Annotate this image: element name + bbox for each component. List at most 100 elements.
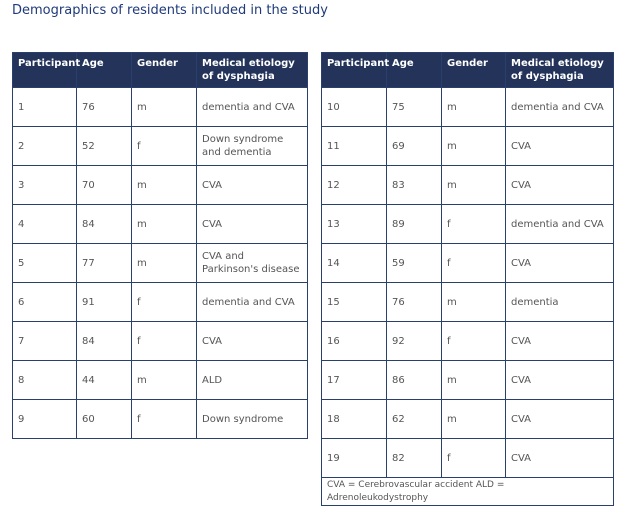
- table-row: 15 76 m dementia: [321, 282, 614, 322]
- table-cell: 77: [76, 243, 132, 283]
- table-cell: m: [131, 360, 197, 400]
- table-cell: CVA: [505, 243, 614, 283]
- table-cell: f: [441, 438, 506, 478]
- table-cell: CVA: [505, 321, 614, 361]
- table-cell: CVA: [196, 204, 308, 244]
- data-table: Participant Age Gender Medical etiology of …: [12, 52, 308, 439]
- footnote-row: CVA = Cerebrovascular accident ALD = Adr…: [321, 477, 614, 506]
- footnote: CVA = Cerebrovascular accident ALD = Adr…: [321, 477, 614, 506]
- table-cell: 10: [321, 87, 387, 127]
- table-cell: 89: [386, 204, 442, 244]
- table-cell: 76: [76, 87, 132, 127]
- table-cell: m: [131, 165, 197, 205]
- table-cell: 60: [76, 399, 132, 439]
- table-row: 18 62 m CVA: [321, 399, 614, 439]
- table-cell: 2: [12, 126, 77, 166]
- table-row: 19 82 f CVA: [321, 438, 614, 478]
- table-cell: 12: [321, 165, 387, 205]
- table-cell: f: [441, 243, 506, 283]
- table-cell: 14: [321, 243, 387, 283]
- table-cell: 5: [12, 243, 77, 283]
- table-cell: 92: [386, 321, 442, 361]
- table-cell: f: [441, 321, 506, 361]
- table-row: 7 84 f CVA: [12, 321, 308, 361]
- table-cell: 59: [386, 243, 442, 283]
- table-cell: 75: [386, 87, 442, 127]
- table-row: 1 76 m dementia and CVA: [12, 87, 308, 127]
- table-cell: 86: [386, 360, 442, 400]
- table-cell: 9: [12, 399, 77, 439]
- table-cell: Down syndrome and dementia: [196, 126, 308, 166]
- column-header: Medical etiology of dysphagia: [196, 52, 308, 88]
- table-cell: f: [131, 126, 197, 166]
- table-row: 10 75 m dementia and CVA: [321, 87, 614, 127]
- table-row: 14 59 f CVA: [321, 243, 614, 283]
- table-cell: dementia and CVA: [196, 87, 308, 127]
- data-table: Participant Age Gender Medical etiology of …: [321, 52, 614, 506]
- table-cell: 82: [386, 438, 442, 478]
- table-cell: dementia: [505, 282, 614, 322]
- table-cell: CVA: [505, 438, 614, 478]
- table-cell: 52: [76, 126, 132, 166]
- table-cell: CVA: [505, 165, 614, 205]
- table-cell: CVA: [196, 165, 308, 205]
- table-row: 4 84 m CVA: [12, 204, 308, 244]
- table-cell: Down syndrome: [196, 399, 308, 439]
- table-cell: CVA: [505, 126, 614, 166]
- column-header: Medical etiology of dysphagia: [505, 52, 614, 88]
- table-row: 12 83 m CVA: [321, 165, 614, 205]
- table-cell: 84: [76, 204, 132, 244]
- table-cell: 91: [76, 282, 132, 322]
- column-header: Age: [386, 52, 442, 88]
- table-cell: m: [131, 204, 197, 244]
- table-row: 13 89 f dementia and CVA: [321, 204, 614, 244]
- table-cell: dementia and CVA: [505, 87, 614, 127]
- table-cell: CVA: [505, 399, 614, 439]
- table-cell: f: [131, 321, 197, 361]
- table-cell: CVA: [505, 360, 614, 400]
- table-cell: 6: [12, 282, 77, 322]
- table-cell: dementia and CVA: [505, 204, 614, 244]
- table-cell: m: [441, 399, 506, 439]
- table-cell: 3: [12, 165, 77, 205]
- table-cell: f: [441, 204, 506, 244]
- column-header: Gender: [441, 52, 506, 88]
- table-row: 11 69 m CVA: [321, 126, 614, 166]
- table-cell: 44: [76, 360, 132, 400]
- column-header: Participant: [321, 52, 389, 88]
- table-cell: 62: [386, 399, 442, 439]
- table-cell: 1: [12, 87, 77, 127]
- table-cell: 13: [321, 204, 387, 244]
- header-row: Participant Age Gender Medical etiology of …: [12, 52, 308, 88]
- table-cell: 8: [12, 360, 77, 400]
- table-row: 6 91 f dementia and CVA: [12, 282, 308, 322]
- table-cell: 76: [386, 282, 442, 322]
- page-title: Demographics of residents included in th…: [12, 3, 328, 18]
- table-row: 3 70 m CVA: [12, 165, 308, 205]
- table-cell: m: [131, 87, 197, 127]
- column-header: Age: [76, 52, 132, 88]
- table-cell: m: [131, 243, 197, 283]
- table-cell: 84: [76, 321, 132, 361]
- table-cell: 4: [12, 204, 77, 244]
- table-cell: 11: [321, 126, 387, 166]
- table-cell: 70: [76, 165, 132, 205]
- table-cell: m: [441, 360, 506, 400]
- table-cell: CVA and Parkinson's disease: [196, 243, 308, 283]
- table-cell: f: [131, 282, 197, 322]
- table-cell: 83: [386, 165, 442, 205]
- table-cell: ALD: [196, 360, 308, 400]
- table-cell: dementia and CVA: [196, 282, 308, 322]
- table-row: 2 52 f Down syndrome and dementia: [12, 126, 308, 166]
- table-cell: 16: [321, 321, 387, 361]
- table-row: 17 86 m CVA: [321, 360, 614, 400]
- table-cell: f: [131, 399, 197, 439]
- column-header: Gender: [131, 52, 197, 88]
- table-row: 5 77 m CVA and Parkinson's disease: [12, 243, 308, 283]
- table-row: 16 92 f CVA: [321, 321, 614, 361]
- table-cell: 69: [386, 126, 442, 166]
- table-cell: m: [441, 165, 506, 205]
- table-cell: CVA: [196, 321, 308, 361]
- table-cell: 15: [321, 282, 387, 322]
